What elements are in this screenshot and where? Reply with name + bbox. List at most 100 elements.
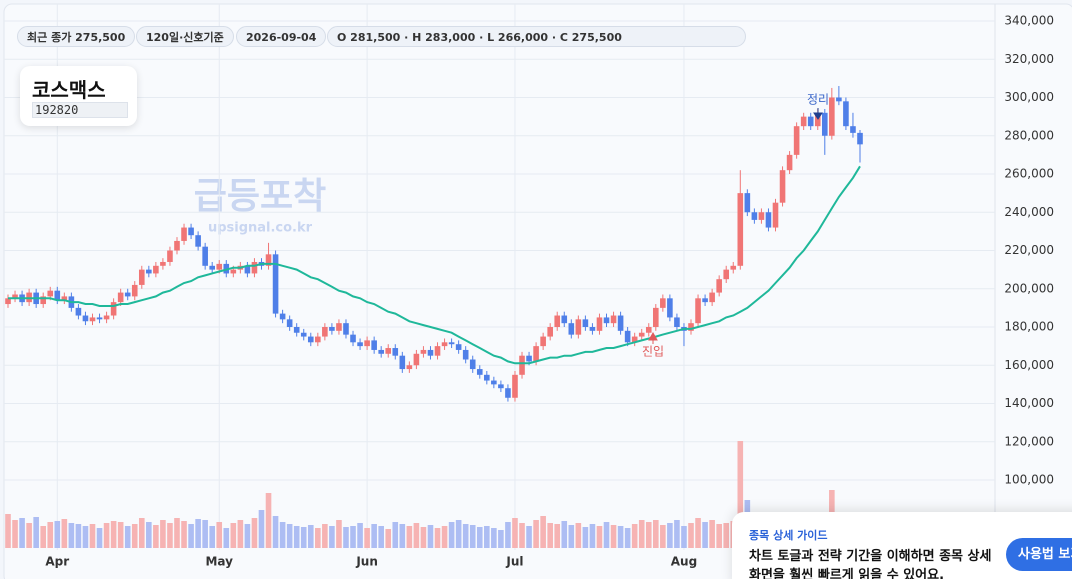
volume-bar: [357, 523, 363, 548]
volume-bar: [491, 528, 497, 548]
volume-bar: [272, 516, 279, 548]
stock-card: 코스맥스 192820: [20, 66, 137, 126]
y-tick-label: 200,000: [1004, 281, 1054, 295]
volume-bar: [638, 520, 645, 548]
candle-body: [702, 298, 708, 303]
volume-bar: [96, 528, 103, 548]
candle-body: [209, 265, 215, 270]
y-tick-label: 320,000: [1004, 52, 1054, 66]
volume-bar: [505, 522, 511, 548]
volume-bar: [568, 525, 575, 548]
candle-body: [772, 202, 779, 228]
candle-body: [821, 112, 828, 136]
volume-bar: [392, 522, 399, 548]
candle-body: [265, 254, 272, 266]
candle-body: [350, 334, 356, 343]
candle-body: [300, 332, 307, 337]
candle-body: [286, 319, 293, 327]
candle-body: [293, 327, 300, 333]
candle-body: [716, 279, 722, 293]
candle-body: [420, 349, 427, 354]
candle-body: [498, 384, 504, 389]
volume-bar: [47, 522, 54, 548]
volume-bar: [526, 526, 532, 548]
candle-body: [758, 212, 765, 220]
y-tick-label: 300,000: [1004, 90, 1054, 104]
stock-name: 코스맥스: [32, 78, 106, 102]
candle-body: [476, 369, 483, 375]
candle-body: [188, 227, 194, 236]
candle-body: [174, 240, 180, 251]
volume-bar: [512, 518, 518, 548]
y-tick-label: 220,000: [1004, 243, 1054, 257]
volume-bar: [624, 528, 631, 548]
volume-bar: [146, 522, 152, 548]
volume-bar: [688, 523, 694, 548]
candle-body: [540, 336, 546, 347]
volume-bar: [12, 520, 18, 548]
candle-body: [554, 315, 561, 327]
entry-arrow: [648, 331, 658, 344]
candle-body: [61, 296, 68, 301]
y-tick-label: 340,000: [1004, 14, 1054, 28]
candle-body: [836, 97, 842, 102]
candle-body: [146, 269, 152, 274]
volume-bar: [681, 526, 687, 548]
candle-body: [244, 265, 251, 274]
candle-body: [40, 296, 47, 305]
y-tick-label: 160,000: [1004, 358, 1054, 372]
volume-bar: [709, 520, 715, 548]
candle-body: [779, 170, 786, 203]
volume-bar: [737, 441, 744, 548]
candle-body: [462, 349, 469, 360]
volume-bar: [420, 527, 427, 548]
candle-body: [786, 154, 793, 171]
volume-bar: [19, 518, 25, 548]
x-tick-label: Aug: [671, 555, 697, 569]
y-tick-label: 280,000: [1004, 128, 1054, 142]
candle-body: [357, 342, 363, 347]
info-pill: 120일·신호기준: [136, 26, 234, 47]
candle-body: [603, 317, 610, 324]
candle-body: [533, 346, 539, 362]
candle-body: [695, 298, 701, 324]
candle-body: [279, 313, 286, 320]
volume-bar: [265, 493, 272, 548]
candle-body: [378, 349, 384, 354]
candle-body: [251, 261, 258, 274]
candle-body: [322, 327, 328, 337]
candle-body: [751, 212, 758, 220]
volume-bar: [54, 521, 61, 548]
volume-bar: [293, 526, 300, 548]
volume-bar: [617, 526, 624, 548]
volume-bar: [160, 520, 166, 548]
volume-bar: [258, 510, 265, 548]
volume-bar: [223, 528, 230, 548]
candle-body: [5, 298, 11, 305]
candle-body: [427, 349, 434, 356]
candle-body: [843, 101, 849, 127]
exit-arrow: [813, 108, 823, 120]
candle-body: [329, 327, 335, 331]
candle-body: [610, 315, 617, 324]
volume-bar: [82, 526, 89, 548]
candle-body: [434, 346, 441, 356]
candle-body: [561, 315, 568, 324]
candle-body: [624, 330, 631, 343]
guide-button[interactable]: 사용법 보기: [1006, 538, 1072, 571]
candle-body: [505, 388, 511, 398]
candle-body: [688, 323, 694, 331]
candle-body: [484, 374, 490, 381]
candle-body: [315, 336, 321, 343]
candle-body: [575, 319, 582, 335]
volume-bar: [216, 522, 223, 548]
volume-bar: [286, 524, 293, 548]
volume-bar: [124, 526, 131, 548]
candle-body: [526, 355, 532, 362]
candle-body: [160, 261, 166, 266]
volume-bar: [33, 517, 39, 548]
guide-line: 차트 토글과 전략 기간을 이해하면 종목 상세: [749, 549, 992, 564]
candle-body: [800, 116, 807, 127]
candle-body: [568, 323, 575, 335]
info-pill: 2026-09-04: [236, 26, 327, 47]
